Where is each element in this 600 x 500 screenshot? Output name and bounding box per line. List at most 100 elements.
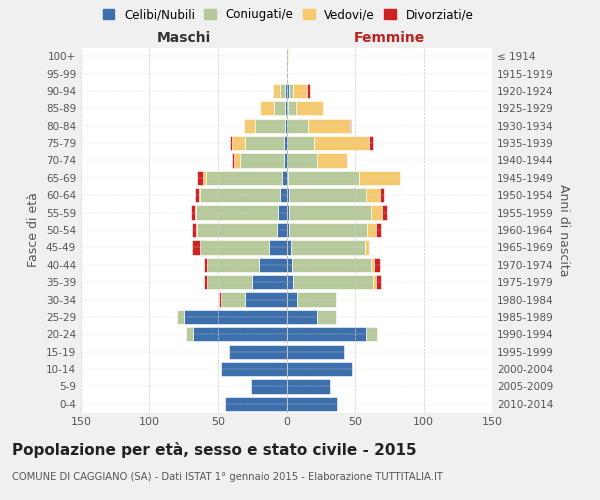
Bar bbox=[196, 223, 197, 237]
Bar bbox=[195, 206, 196, 220]
Bar bbox=[287, 240, 290, 254]
Bar bbox=[285, 101, 287, 116]
Bar bbox=[371, 258, 374, 272]
Bar bbox=[240, 154, 284, 168]
Bar bbox=[251, 380, 287, 394]
Bar bbox=[376, 275, 381, 289]
Bar bbox=[283, 170, 287, 185]
Bar bbox=[192, 223, 196, 237]
Bar bbox=[193, 327, 287, 342]
Bar bbox=[287, 101, 288, 116]
Bar bbox=[380, 188, 384, 202]
Bar bbox=[289, 188, 366, 202]
Bar bbox=[287, 84, 289, 98]
Bar bbox=[255, 118, 285, 133]
Bar bbox=[244, 118, 255, 133]
Bar bbox=[288, 101, 296, 116]
Bar bbox=[229, 344, 287, 359]
Bar bbox=[287, 362, 352, 376]
Bar bbox=[365, 240, 369, 254]
Bar bbox=[317, 310, 336, 324]
Bar bbox=[191, 206, 195, 220]
Bar bbox=[293, 84, 307, 98]
Text: COMUNE DI CAGGIANO (SA) - Dati ISTAT 1° gennaio 2015 - Elaborazione TUTTITALIA.I: COMUNE DI CAGGIANO (SA) - Dati ISTAT 1° … bbox=[12, 472, 443, 482]
Bar bbox=[296, 101, 323, 116]
Bar bbox=[287, 188, 289, 202]
Bar bbox=[374, 258, 380, 272]
Bar bbox=[245, 292, 287, 306]
Bar bbox=[287, 49, 288, 64]
Bar bbox=[200, 188, 280, 202]
Bar bbox=[204, 258, 207, 272]
Bar bbox=[287, 118, 308, 133]
Bar bbox=[177, 310, 184, 324]
Bar bbox=[287, 327, 366, 342]
Y-axis label: Fasce di età: Fasce di età bbox=[28, 192, 40, 268]
Bar bbox=[280, 84, 285, 98]
Bar bbox=[260, 101, 274, 116]
Bar bbox=[230, 136, 232, 150]
Bar bbox=[187, 327, 193, 342]
Bar bbox=[285, 118, 287, 133]
Bar bbox=[287, 136, 314, 150]
Bar bbox=[207, 258, 259, 272]
Bar bbox=[287, 310, 317, 324]
Bar bbox=[307, 84, 310, 98]
Bar bbox=[206, 170, 283, 185]
Bar bbox=[290, 240, 365, 254]
Bar bbox=[287, 154, 317, 168]
Bar bbox=[359, 170, 400, 185]
Bar bbox=[287, 380, 331, 394]
Bar bbox=[232, 136, 245, 150]
Bar bbox=[204, 275, 207, 289]
Bar bbox=[298, 292, 336, 306]
Bar bbox=[284, 136, 287, 150]
Bar bbox=[367, 223, 376, 237]
Bar bbox=[184, 310, 287, 324]
Bar bbox=[373, 275, 376, 289]
Bar bbox=[289, 84, 293, 98]
Bar bbox=[280, 188, 287, 202]
Bar bbox=[288, 170, 359, 185]
Bar bbox=[287, 206, 289, 220]
Bar bbox=[382, 206, 386, 220]
Bar bbox=[199, 188, 200, 202]
Bar bbox=[259, 258, 287, 272]
Bar bbox=[350, 118, 351, 133]
Bar bbox=[314, 136, 369, 150]
Bar bbox=[289, 206, 371, 220]
Bar bbox=[369, 136, 373, 150]
Bar bbox=[287, 258, 292, 272]
Bar bbox=[366, 327, 377, 342]
Bar bbox=[197, 170, 203, 185]
Bar bbox=[277, 223, 287, 237]
Bar bbox=[273, 84, 280, 98]
Bar bbox=[289, 223, 367, 237]
Bar bbox=[200, 240, 269, 254]
Bar bbox=[292, 258, 371, 272]
Text: Popolazione per età, sesso e stato civile - 2015: Popolazione per età, sesso e stato civil… bbox=[12, 442, 416, 458]
Bar bbox=[278, 206, 287, 220]
Bar bbox=[207, 275, 252, 289]
Bar bbox=[274, 101, 285, 116]
Bar bbox=[284, 154, 287, 168]
Bar bbox=[287, 292, 298, 306]
Bar bbox=[269, 240, 287, 254]
Legend: Celibi/Nubili, Coniugati/e, Vedovi/e, Divorziati/e: Celibi/Nubili, Coniugati/e, Vedovi/e, Di… bbox=[100, 6, 476, 24]
Bar bbox=[232, 154, 235, 168]
Y-axis label: Anni di nascita: Anni di nascita bbox=[557, 184, 570, 276]
Bar bbox=[245, 136, 284, 150]
Bar bbox=[220, 292, 221, 306]
Bar bbox=[225, 396, 287, 411]
Bar bbox=[221, 362, 287, 376]
Bar bbox=[195, 188, 199, 202]
Bar bbox=[235, 154, 240, 168]
Bar bbox=[196, 206, 278, 220]
Bar bbox=[287, 223, 289, 237]
Bar bbox=[203, 170, 206, 185]
Bar bbox=[252, 275, 287, 289]
Text: Femmine: Femmine bbox=[353, 31, 425, 45]
Bar bbox=[308, 118, 350, 133]
Bar bbox=[192, 240, 200, 254]
Bar bbox=[371, 206, 382, 220]
